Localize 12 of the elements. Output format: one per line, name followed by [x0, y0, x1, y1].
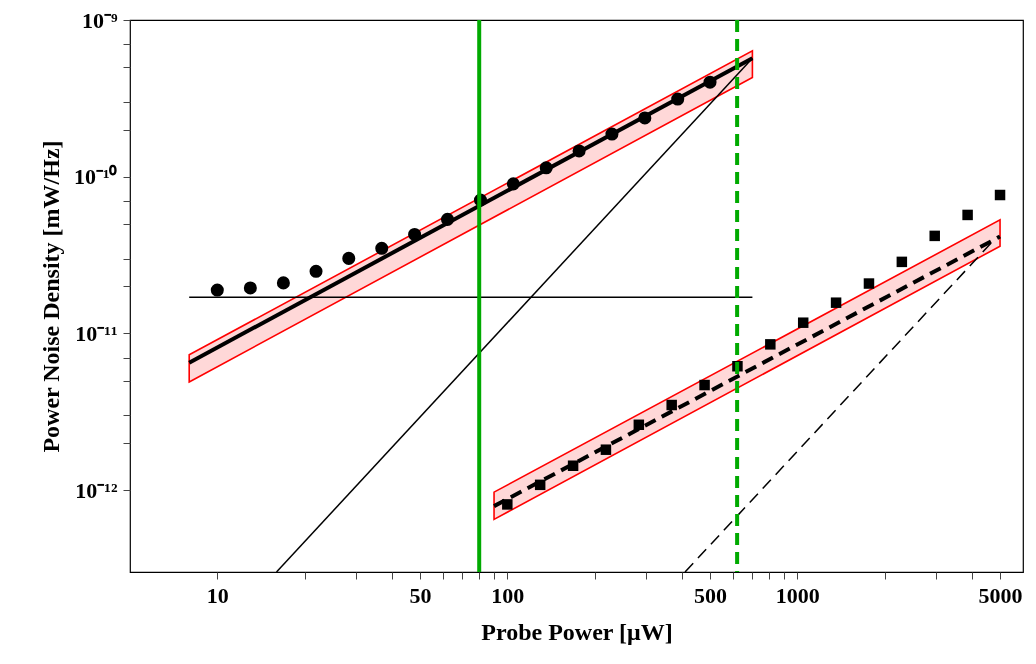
x-tick-label: 10	[206, 582, 229, 608]
x-axis-title: Probe Power [μW]	[481, 618, 673, 645]
y-tick-label: 10⁻¹²	[75, 477, 118, 503]
x-tick-label: 100	[491, 582, 525, 608]
y-tick-label: 10⁻¹⁰	[73, 164, 118, 190]
x-tick-label: 5000	[978, 582, 1023, 608]
y-tick-label: 10⁻⁹	[81, 7, 118, 33]
y-tick-label: 10⁻¹¹	[75, 320, 118, 346]
y-axis-title: Power Noise Density [mW/Hz]	[37, 140, 64, 453]
x-tick-label: 1000	[775, 582, 820, 608]
x-tick-label: 50	[409, 582, 432, 608]
x-tick-label: 500	[694, 582, 728, 608]
